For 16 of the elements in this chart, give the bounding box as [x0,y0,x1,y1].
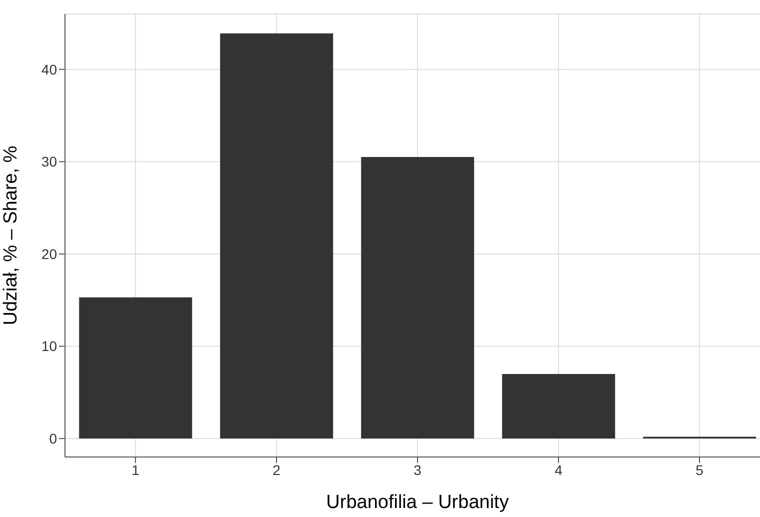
x-tick-label: 5 [696,462,704,478]
x-tick-label: 3 [414,462,422,478]
y-tick-label: 40 [41,61,58,78]
x-tick-label: 1 [132,462,140,478]
bar [220,33,334,439]
bar [79,297,192,439]
y-tick-label: 0 [49,430,58,447]
y-axis-title: Udział, % – Share, % [0,146,22,326]
y-tick-label: 30 [41,154,58,170]
x-axis-title: Urbanofilia – Urbanity [326,492,510,513]
x-tick-label: 2 [272,462,281,478]
y-tick-label: 20 [41,246,58,262]
y-tick-label: 10 [41,338,58,354]
bar [502,374,616,439]
x-tick-label: 4 [554,462,563,478]
bar [361,157,474,439]
